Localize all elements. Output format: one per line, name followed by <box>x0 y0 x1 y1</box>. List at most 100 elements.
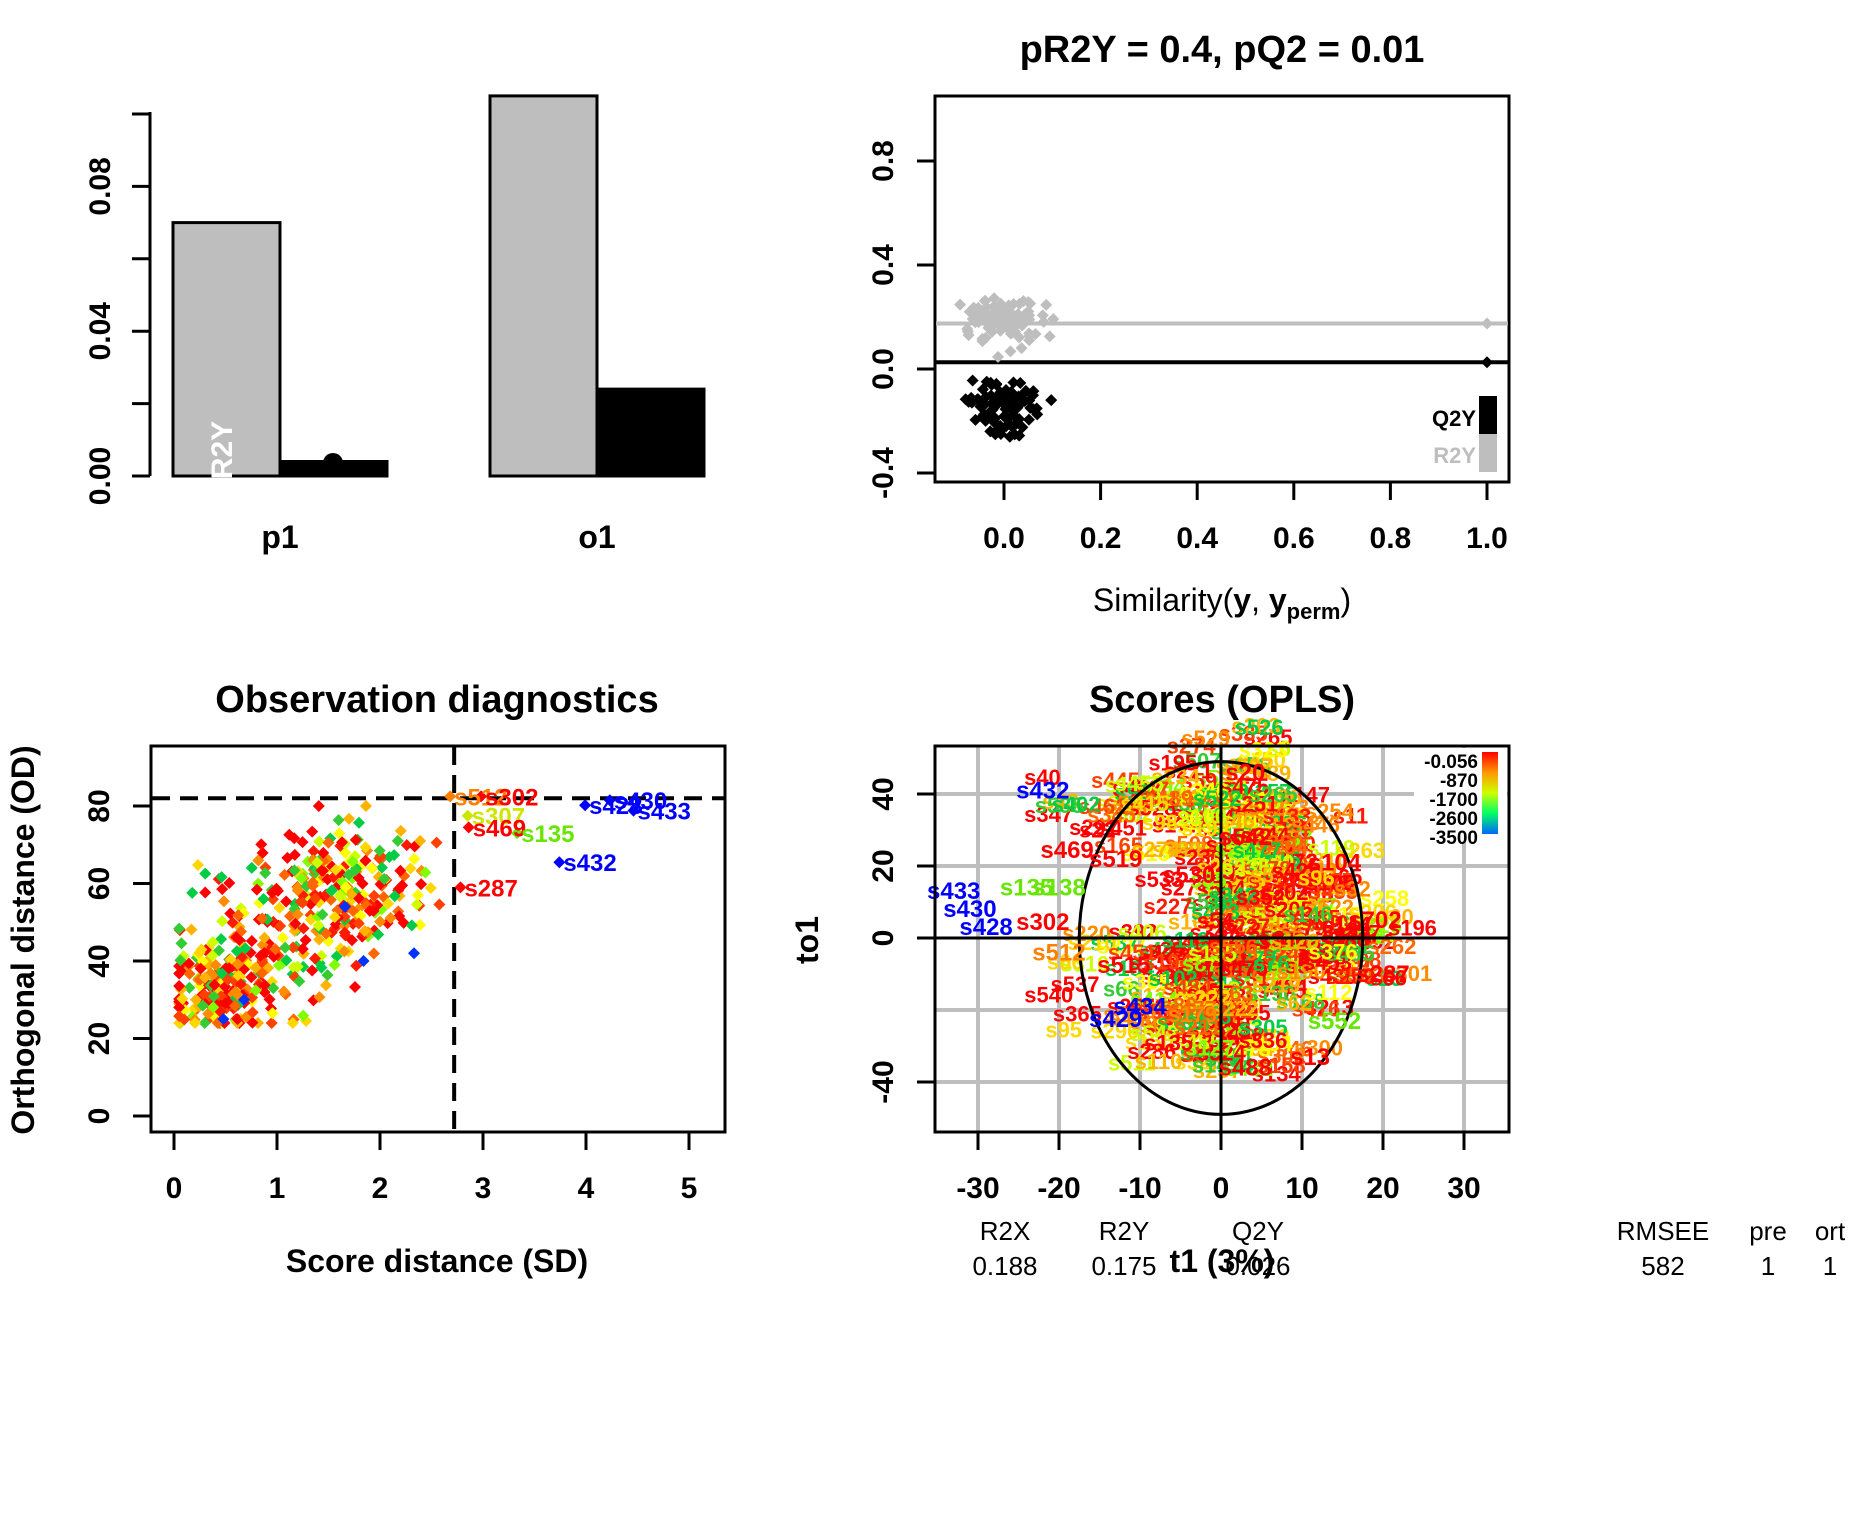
observation-point <box>363 904 376 917</box>
scores-point-label: s47 <box>1183 808 1220 833</box>
scores-point-label: s539 <box>1161 989 1210 1014</box>
scores-point-label: s515 <box>1182 1042 1231 1067</box>
observation-point <box>410 898 423 911</box>
observation-point <box>249 961 262 974</box>
observation-point <box>291 960 304 973</box>
permutation-point-r2y <box>985 325 998 338</box>
observation-point <box>229 999 242 1012</box>
summary-y-ticks: 0.00 0.04 0.08 <box>84 112 150 505</box>
scores-point-label: s542 <box>1158 1003 1207 1028</box>
permutation-x-tick-label: 0.2 <box>1080 522 1122 555</box>
observation-point <box>198 1017 211 1029</box>
permutation-point-r2y <box>1037 315 1050 328</box>
scores-label-s469: s469 <box>1040 837 1093 864</box>
scores-point-label: s203 <box>1231 714 1280 739</box>
observation-point <box>321 969 334 982</box>
scores-point-label: s544 <box>1188 1005 1238 1030</box>
observation-outlier-point <box>444 790 457 803</box>
scores-point-label: s43 <box>1042 789 1079 814</box>
scores-point-label: s490 <box>1264 948 1313 973</box>
scores-point-label: s105 <box>1306 871 1355 896</box>
observation-x-tick-label: 4 <box>578 1172 595 1205</box>
permutation-point-q2y <box>959 393 972 406</box>
observation-point <box>250 883 263 896</box>
scores-label-s428: s428 <box>959 914 1012 941</box>
observation-point <box>391 834 404 847</box>
observation-point <box>408 852 421 865</box>
observation-point <box>322 836 335 849</box>
scores-label-s13: s13 <box>1290 1044 1330 1071</box>
observation-point-blue <box>357 955 370 967</box>
observation-point <box>415 878 428 891</box>
model-point-q2y <box>1481 356 1493 369</box>
scores-point-label: s44 <box>1222 808 1259 833</box>
scores-point-label: s127 <box>1185 1036 1234 1061</box>
observation-point <box>195 943 208 956</box>
scores-label-s20: s20 <box>1225 759 1265 786</box>
scores-point-label: s520 <box>1182 997 1231 1022</box>
scores-point-label: s74 <box>1226 1023 1263 1048</box>
scores-point-label: s310 <box>1255 853 1304 878</box>
observation-point <box>359 800 372 812</box>
scores-point-label: s205 <box>1264 897 1313 922</box>
observation-point <box>414 834 427 847</box>
scores-point-label: s430 <box>1143 1014 1192 1039</box>
scores-point-label: s177 <box>1152 813 1201 838</box>
scores-point-label: s65 <box>1136 776 1173 801</box>
scores-point-label: s99 <box>1205 1046 1242 1071</box>
permutation-plot-box <box>933 94 1511 484</box>
scores-point-label: s365 <box>1122 970 1171 995</box>
scores-point-label: s176 <box>1176 952 1225 977</box>
observation-label-s302: s302 <box>485 784 538 811</box>
scores-point-label: s453 <box>1303 950 1352 975</box>
hotelling-ellipse <box>1077 760 1365 1116</box>
scores-point-label: s411 <box>1267 886 1315 911</box>
observation-point <box>326 884 339 897</box>
observation-point <box>312 919 325 932</box>
observation-label-s469: s469 <box>473 815 526 842</box>
scores-y-axis-label: to1 <box>789 916 825 964</box>
observation-point <box>224 907 237 920</box>
scores-point-label: s336 <box>1210 984 1259 1009</box>
permutation-point-r2y <box>986 307 999 320</box>
permutation-title: pR2Y = 0.4, pQ2 = 0.01 <box>1020 29 1425 71</box>
observation-point <box>299 934 312 947</box>
observation-point <box>288 848 301 861</box>
permutation-point-q2y <box>972 393 985 406</box>
scores-point-label: s416 <box>1285 882 1334 907</box>
scores-point-label: s289 <box>1173 965 1222 990</box>
scores-point-label: s395 <box>1222 1001 1271 1026</box>
scores-label-s530: s530 <box>1162 862 1215 889</box>
scores-point-label: s94 <box>1238 1036 1275 1061</box>
scores-point-label: s499 <box>1203 1031 1252 1056</box>
observation-point <box>256 846 269 859</box>
scores-point-label: s154 <box>1158 957 1208 982</box>
observation-point <box>257 892 270 905</box>
bar-label-r2y: R2Y <box>206 421 239 479</box>
scores-point-label: s208 <box>1252 848 1301 873</box>
scores-point-label: s186 <box>1211 819 1260 844</box>
scores-point-label: s4 <box>1280 939 1305 964</box>
scores-point-label: s537 <box>1051 972 1100 997</box>
scores-point-label: s165 <box>1094 833 1143 858</box>
scores-point-label: s301 <box>1189 957 1238 982</box>
scores-point-label: s16 <box>1207 888 1244 913</box>
summary-y-tick-label: 0.08 <box>84 157 117 215</box>
observation-outlier-point <box>579 799 592 812</box>
scores-point-label: s146 <box>1283 902 1332 927</box>
scores-point-label: s250 <box>1276 860 1325 885</box>
observation-point <box>373 844 386 857</box>
observation-point <box>255 838 268 851</box>
scores-point-label: s204 <box>1232 795 1282 820</box>
scores-point-label: s183 <box>1268 930 1317 955</box>
summary-bars <box>171 94 706 478</box>
observation-point <box>279 941 292 954</box>
scores-point-label: s541 <box>1242 951 1291 976</box>
observation-point <box>221 973 234 986</box>
observation-point <box>313 991 326 1004</box>
scores-point-label: s358 <box>1244 802 1293 827</box>
scores-point-label: s329 <box>1254 888 1303 913</box>
observation-point <box>315 864 328 877</box>
scores-colorbar: -0.056-870-1700-2600-3500 <box>1414 748 1507 849</box>
scores-point-label: s6 <box>1267 736 1291 761</box>
